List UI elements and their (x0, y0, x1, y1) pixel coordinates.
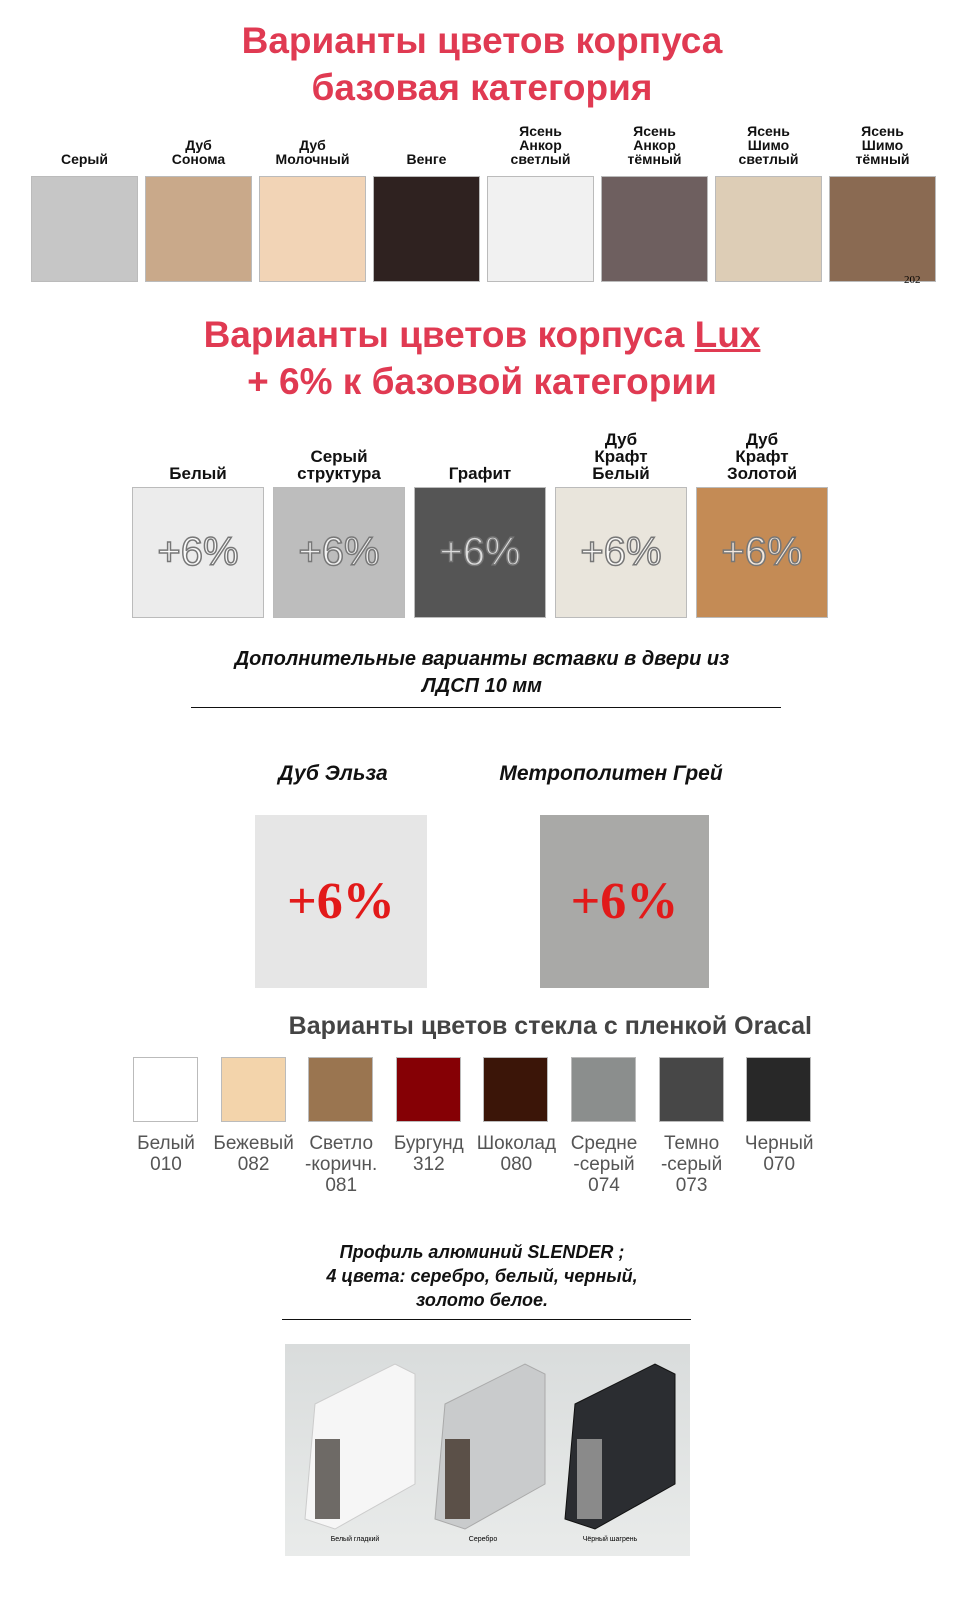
insert-label-metro: Метрополитен Грей (499, 762, 723, 785)
swatch-label: Бургунд 312 (393, 1133, 464, 1175)
badge: +6% (287, 873, 395, 930)
swatch-label: Дуб Сонома (171, 137, 226, 167)
insert-swatch-metro: +6% (540, 815, 709, 988)
badge: +6% (157, 529, 240, 575)
swatch-label: Белый 010 (137, 1133, 195, 1175)
inserts-line2: ЛДСП 10 мм (422, 675, 542, 697)
profile-white (304, 1363, 416, 1530)
color-swatch (601, 176, 708, 282)
color-swatch (487, 176, 594, 282)
profile-silver (434, 1363, 546, 1530)
color-swatch (829, 176, 936, 282)
badge: +6% (570, 873, 679, 930)
profile-heading: Профиль алюминий SLENDER ; 4 цвета: сере… (0, 1240, 964, 1312)
divider (191, 707, 781, 708)
corner-text: 202 (904, 274, 921, 286)
swatch-label: Средне -серый 074 (570, 1133, 638, 1196)
swatch-label: Графит (448, 464, 512, 483)
profile-image: Белый гладкий Серебро Чёрный шагрень (285, 1344, 690, 1556)
caption-white: Белый гладкий (330, 1536, 380, 1543)
lux-title-text: Варианты цветов корпуса (203, 314, 695, 355)
swatch-label: Бежевый 082 (213, 1133, 294, 1175)
swatch-label: Ясень Шимо тёмный (855, 123, 910, 167)
color-swatch (658, 1057, 724, 1122)
lux-title: Варианты цветов корпуса Lux + 6% к базов… (0, 311, 964, 405)
swatch-label: Шоколад 080 (476, 1133, 557, 1175)
caption-silver: Серебро (468, 1536, 498, 1543)
swatch-label: Ясень Анкор светлый (510, 123, 571, 167)
color-swatch (145, 176, 252, 282)
color-swatch: +6% (273, 487, 405, 618)
swatch-label: Серый структура (297, 447, 381, 483)
lux-label: Lux (694, 314, 761, 355)
color-swatch (133, 1057, 198, 1122)
color-swatch (746, 1057, 812, 1122)
profile-illustration (304, 1363, 676, 1530)
color-swatch: +6% (696, 487, 828, 618)
color-swatch (483, 1057, 549, 1122)
lux-title-line2: + 6% к базовой категории (247, 361, 717, 402)
color-swatch (373, 176, 480, 282)
swatch-label: Дуб Крафт Белый (592, 430, 650, 483)
swatch-label: Ясень Анкор тёмный (627, 123, 682, 167)
base-title-line2: базовая категория (311, 67, 653, 108)
swatch-label: Ясень Шимо светлый (738, 123, 799, 167)
color-swatch: +6% (555, 487, 687, 618)
profile-black (564, 1363, 676, 1530)
swatch-label: Дуб Молочный (275, 137, 350, 167)
color-swatch (31, 176, 138, 282)
insert-label-elza: Дуб Эльза (278, 762, 388, 785)
badge: +6% (298, 529, 381, 575)
profile-line2: 4 цвета: серебро, белый, черный, (326, 1266, 638, 1286)
badge: +6% (580, 529, 663, 575)
color-swatch (571, 1057, 636, 1122)
badge: +6% (439, 529, 522, 575)
profile-line3: золото белое. (415, 1290, 548, 1310)
oracal-title: Варианты цветов стекла с пленкой Oracal (288, 1012, 812, 1040)
color-swatch (259, 176, 366, 282)
profile-line1: Профиль алюминий SLENDER ; (339, 1242, 625, 1262)
color-swatch (220, 1057, 286, 1122)
color-swatch: +6% (414, 487, 546, 618)
inserts-heading: Дополнительные варианты вставки в двери … (0, 646, 964, 700)
swatch-label: Венге (406, 151, 447, 167)
swatch-label: Черный 070 (744, 1133, 814, 1175)
swatch-label: Светло -коричн. 081 (305, 1133, 378, 1196)
color-swatch: +6% (132, 487, 264, 618)
divider (282, 1319, 691, 1320)
swatch-label: Белый (169, 464, 227, 483)
color-swatch (715, 176, 822, 282)
swatch-label: Дуб Крафт Золотой (726, 430, 798, 483)
badge: +6% (721, 529, 804, 575)
color-swatch (395, 1057, 461, 1122)
base-title: Варианты цветов корпуса базовая категори… (0, 17, 964, 111)
color-swatch (308, 1057, 374, 1122)
insert-swatch-elza: +6% (255, 815, 427, 988)
base-title-line1: Варианты цветов корпуса (241, 20, 723, 61)
caption-black: Чёрный шагрень (582, 1536, 638, 1543)
inserts-line1: Дополнительные варианты вставки в двери … (234, 648, 730, 670)
swatch-label: Серый (60, 151, 108, 167)
swatch-label: Темно -серый 073 (660, 1133, 723, 1196)
